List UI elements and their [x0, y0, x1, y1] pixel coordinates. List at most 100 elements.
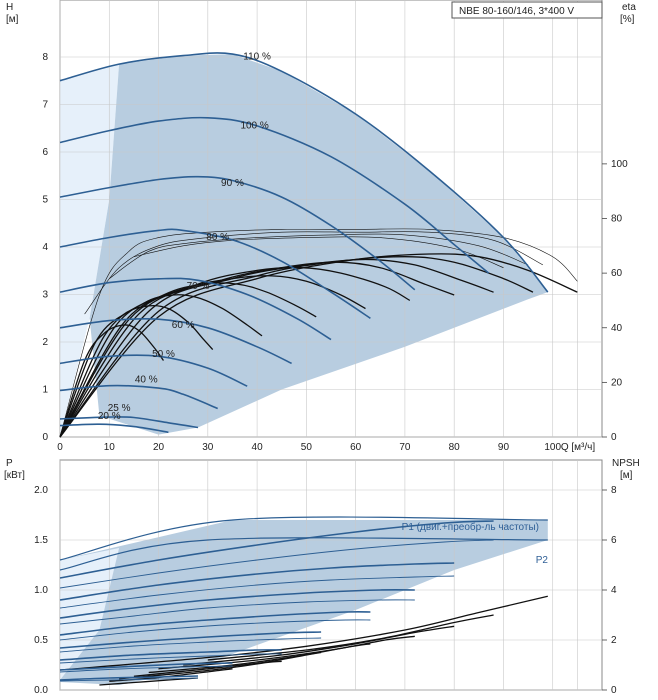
speed-label-25: 25 % [108, 403, 131, 414]
head-flow-panel: 110 %100 %90 %80 %70 %60 %50 %40 %25 %20… [6, 0, 636, 453]
pump-model-box: NBE 80-160/146, 3*400 V [451, 1, 603, 19]
y2-axis-label-npsh: NPSH [612, 458, 640, 469]
eta-env-1 [59, 228, 578, 438]
y-tick-1: 1 [42, 385, 48, 396]
p-tick-1.0: 1.0 [34, 585, 48, 596]
y2-tick-60: 60 [611, 268, 623, 279]
bottom-axis-ticks: 0.0 0.5 1.0 1.5 2.0 0 2 4 6 8 [34, 485, 617, 696]
head-curve-25 [59, 416, 199, 429]
x-tick-60: 60 [350, 442, 362, 453]
head-curve-20 [59, 423, 169, 434]
NPSH-25-- [99, 677, 199, 686]
NPSH-50-- [119, 660, 282, 680]
y2-tick-40: 40 [611, 323, 623, 334]
x-tick-80: 80 [449, 442, 461, 453]
power-curve-P1-25-- [59, 675, 199, 681]
speed-labels: 110 % 100 % 90 % 80 % 70 % 60 % 50 % 40 % 25 %20… [98, 51, 271, 422]
eta-30-- [59, 304, 214, 438]
speed-label-50: 50 % [152, 349, 175, 360]
speed-label-90: 90 % [221, 178, 244, 189]
y2-tick-100: 100 [611, 159, 628, 170]
power-curve-P1-70-- [59, 610, 371, 636]
head-curve-50 [59, 354, 248, 387]
p-tick-0.5: 0.5 [34, 635, 48, 646]
y2-axis-unit-eta: [%] [620, 14, 635, 25]
y-tick-5: 5 [42, 195, 48, 206]
top-axis-ticks: 0 10 20 30 40 50 60 70 80 90 100012345678020406080… [42, 52, 628, 453]
y-axis-label-p: P [6, 458, 13, 469]
power-curve-P2-40-- [59, 665, 233, 673]
npsh-tick-6: 6 [611, 535, 617, 546]
p2-annotation: P2 [536, 555, 549, 566]
speed-label-100: 100 % [240, 120, 268, 131]
y-axis-unit-h: [м] [6, 14, 19, 25]
head-curve-80 [59, 228, 371, 319]
x-tick-30: 30 [202, 442, 214, 453]
power-curve-P2-70-- [59, 619, 371, 641]
power-curve-P1-100-- [59, 520, 494, 579]
power-curve-P2-80-- [59, 599, 415, 625]
y-tick-6: 6 [42, 147, 48, 158]
p1-annotation: P1 (двиг.+преобр-ль частоты) [402, 521, 539, 533]
y-tick-0: 0 [42, 432, 48, 443]
head-curve-110 [59, 52, 549, 293]
head-curve-40 [59, 384, 219, 410]
x-tick-100: 100 [544, 442, 561, 453]
x-tick-50: 50 [301, 442, 313, 453]
NPSH-90-- [183, 625, 455, 666]
power-curve-P1-60-- [59, 631, 322, 649]
power-curve-P1-80-- [59, 588, 415, 619]
p-tick-1.5: 1.5 [34, 535, 48, 546]
speed-label-70: 70 % [187, 281, 210, 292]
y-tick-8: 8 [42, 52, 48, 63]
y-axis-label-h: H [6, 2, 13, 13]
power-npsh-panel: 0.0 0.5 1.0 1.5 2.0 0 2 4 6 8 P [кВт] NPSH [м] P1… [4, 458, 640, 696]
NPSH-40-- [109, 668, 233, 682]
y-tick-7: 7 [42, 100, 48, 111]
x-tick-10: 10 [104, 442, 116, 453]
power-curve-P2-90-- [59, 575, 455, 609]
y2-tick-20: 20 [611, 377, 623, 388]
head-curve-100 [59, 116, 490, 274]
y-axis-unit-p: [кВт] [4, 470, 25, 481]
head-curves [59, 52, 549, 434]
eta-70-- [59, 266, 411, 438]
y2-tick-80: 80 [611, 214, 623, 225]
speed-label-110: 110 % [243, 51, 271, 62]
x-tick-40: 40 [252, 442, 264, 453]
power-curve-P2 [59, 537, 548, 571]
power-curve-P1-90-- [59, 562, 455, 601]
power-curves [59, 516, 548, 682]
NPSH-70-- [148, 643, 371, 674]
y2-axis-unit-npsh: [м] [620, 470, 633, 481]
x-axis-label-q: Q [м³/ч] [561, 442, 596, 453]
x-tick-70: 70 [399, 442, 411, 453]
head-curve-90 [59, 175, 416, 291]
eta-40-- [59, 294, 263, 438]
eta-env-4 [133, 236, 504, 268]
NPSH-110-- [59, 595, 548, 671]
p-tick-2.0: 2.0 [34, 485, 48, 496]
y2-axis-label-eta: eta [622, 2, 636, 13]
x-tick-90: 90 [498, 442, 510, 453]
npsh-tick-2: 2 [611, 635, 617, 646]
npsh-tick-0: 0 [611, 685, 617, 696]
y2-tick-0: 0 [611, 432, 617, 443]
npsh-tick-8: 8 [611, 485, 617, 496]
speed-label-80: 80 % [206, 232, 229, 243]
head-curve-60 [59, 317, 292, 365]
bottom-grid [59, 460, 602, 691]
power-curve-P1-40-- [59, 662, 233, 671]
top-grid [59, 0, 602, 438]
x-tick-20: 20 [153, 442, 165, 453]
power-curve-P1--двиг--преобр-ль-частоты- [59, 516, 548, 561]
y-tick-4: 4 [42, 242, 48, 253]
y-tick-2: 2 [42, 337, 48, 348]
speed-label-20: 20 % [98, 411, 121, 422]
head-curve-70 [59, 277, 332, 341]
eta-20-- [59, 324, 165, 438]
x-tick-0: 0 [57, 442, 63, 453]
pump-model-title: NBE 80-160/146, 3*400 V [459, 6, 574, 17]
speed-label-40: 40 % [135, 374, 158, 385]
